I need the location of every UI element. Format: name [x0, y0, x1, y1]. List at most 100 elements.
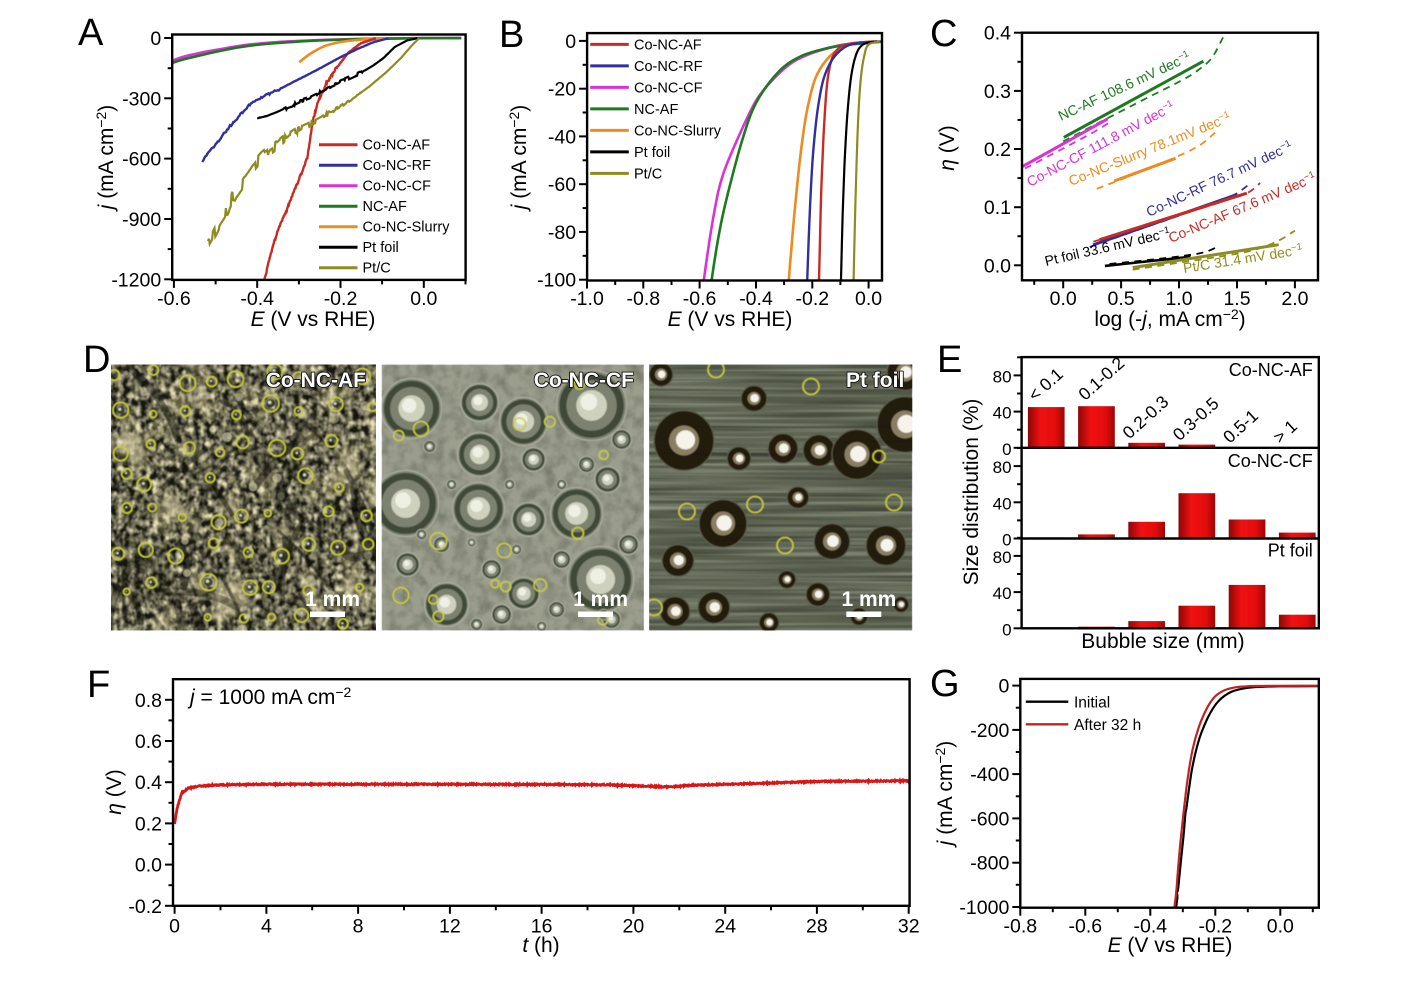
svg-text:Co-NC-CF: Co-NC-CF — [1228, 451, 1313, 471]
svg-text:0: 0 — [1002, 440, 1011, 459]
svg-text:A: A — [78, 12, 104, 54]
svg-text:2.0: 2.0 — [1281, 288, 1308, 310]
svg-text:F: F — [87, 664, 110, 706]
svg-text:-0.8: -0.8 — [1003, 916, 1037, 938]
svg-text:Co-NC-CF: Co-NC-CF — [363, 179, 432, 195]
svg-text:0.2: 0.2 — [135, 813, 162, 835]
svg-text:-1000: -1000 — [959, 897, 1009, 919]
svg-text:0.0: 0.0 — [984, 255, 1011, 277]
svg-text:0: 0 — [1002, 620, 1011, 639]
svg-text:-0.6: -0.6 — [1068, 916, 1102, 938]
svg-text:1 mm: 1 mm — [305, 588, 360, 611]
svg-text:0: 0 — [150, 28, 161, 50]
svg-text:12: 12 — [439, 916, 461, 938]
svg-text:-0.4: -0.4 — [1133, 916, 1167, 938]
svg-text:0.3: 0.3 — [984, 81, 1011, 103]
svg-text:0.6: 0.6 — [135, 731, 162, 753]
svg-text:-300: -300 — [122, 88, 161, 110]
svg-text:-0.4: -0.4 — [240, 288, 274, 310]
svg-text:0.1: 0.1 — [984, 197, 1011, 219]
svg-text:40: 40 — [993, 494, 1012, 513]
svg-text:1 mm: 1 mm — [573, 588, 628, 611]
svg-text:0.8: 0.8 — [135, 690, 162, 712]
svg-text:80: 80 — [993, 458, 1012, 477]
svg-text:-0.2: -0.2 — [1198, 916, 1232, 938]
svg-text:80: 80 — [993, 367, 1012, 386]
svg-text:0.0: 0.0 — [855, 288, 882, 310]
svg-text:After 32 h: After 32 h — [1074, 717, 1141, 734]
svg-text:-100: -100 — [537, 270, 576, 292]
svg-text:-0.6: -0.6 — [683, 288, 717, 310]
svg-text:-900: -900 — [122, 209, 161, 231]
svg-text:Co-NC-RF: Co-NC-RF — [363, 158, 432, 174]
svg-text:NC-AF: NC-AF — [363, 199, 407, 215]
svg-text:24: 24 — [714, 916, 736, 938]
svg-text:E (V vs RHE): E (V vs RHE) — [668, 308, 793, 331]
svg-text:NC-AF: NC-AF — [634, 102, 678, 118]
svg-text:D: D — [83, 339, 110, 381]
svg-text:E (V vs RHE): E (V vs RHE) — [1108, 934, 1233, 957]
svg-text:0.0: 0.0 — [135, 855, 162, 877]
svg-text:1.0: 1.0 — [1165, 288, 1192, 310]
svg-text:Pt/C: Pt/C — [363, 261, 391, 277]
svg-text:0.4: 0.4 — [135, 772, 162, 794]
svg-text:20: 20 — [623, 916, 645, 938]
svg-text:E (V vs RHE): E (V vs RHE) — [251, 308, 376, 331]
svg-text:0.5: 0.5 — [1108, 288, 1135, 310]
svg-text:-400: -400 — [970, 764, 1009, 786]
svg-text:Size distribution (%): Size distribution (%) — [960, 399, 983, 586]
svg-text:j (mA cm−2): j (mA cm−2) — [506, 105, 531, 213]
svg-text:log (-j, mA cm−2): log (-j, mA cm−2) — [1094, 306, 1245, 331]
svg-text:-20: -20 — [548, 79, 576, 101]
svg-text:28: 28 — [806, 916, 828, 938]
svg-text:-0.2: -0.2 — [795, 288, 829, 310]
svg-text:4: 4 — [261, 916, 272, 938]
svg-text:C: C — [930, 13, 957, 55]
svg-text:Co-NC-RF: Co-NC-RF — [634, 59, 703, 75]
svg-text:-1200: -1200 — [111, 269, 161, 291]
svg-text:0: 0 — [998, 676, 1009, 698]
svg-text:-0.8: -0.8 — [626, 288, 660, 310]
svg-text:0.0: 0.0 — [1267, 916, 1294, 938]
svg-text:1 mm: 1 mm — [841, 588, 896, 611]
svg-text:0: 0 — [565, 31, 576, 53]
svg-text:Co-NC-AF: Co-NC-AF — [634, 37, 702, 53]
svg-text:-0.4: -0.4 — [739, 288, 773, 310]
svg-text:80: 80 — [993, 548, 1012, 567]
svg-text:-600: -600 — [970, 808, 1009, 830]
svg-text:0.4: 0.4 — [984, 23, 1011, 45]
svg-text:Pt foil: Pt foil — [634, 145, 670, 161]
svg-text:Bubble size (mm): Bubble size (mm) — [1081, 630, 1244, 653]
svg-text:40: 40 — [993, 404, 1012, 423]
svg-text:-0.2: -0.2 — [128, 896, 162, 918]
svg-text:0: 0 — [169, 916, 180, 938]
svg-text:t (h): t (h) — [522, 934, 559, 957]
svg-text:Co-NC-AF: Co-NC-AF — [1229, 360, 1313, 380]
svg-text:-0.2: -0.2 — [324, 288, 358, 310]
svg-text:Co-NC-CF: Co-NC-CF — [534, 369, 634, 392]
svg-text:0.0: 0.0 — [1050, 288, 1077, 310]
svg-text:η (V): η (V) — [936, 125, 959, 171]
svg-text:-60: -60 — [548, 174, 576, 196]
svg-text:Co-NC-CF: Co-NC-CF — [634, 80, 703, 96]
svg-text:B: B — [499, 14, 524, 56]
svg-text:-40: -40 — [548, 126, 576, 148]
svg-text:Co-NC-AF: Co-NC-AF — [266, 369, 366, 392]
svg-text:Co-NC-Slurry: Co-NC-Slurry — [634, 123, 722, 139]
svg-text:40: 40 — [993, 584, 1012, 603]
svg-text:-600: -600 — [122, 149, 161, 171]
svg-text:1.5: 1.5 — [1223, 288, 1250, 310]
svg-text:-1.0: -1.0 — [570, 288, 604, 310]
svg-text:0.0: 0.0 — [410, 288, 437, 310]
svg-text:16: 16 — [531, 916, 553, 938]
svg-text:0.2: 0.2 — [984, 139, 1011, 161]
svg-text:E: E — [937, 339, 962, 381]
svg-text:Pt/C: Pt/C — [634, 166, 662, 182]
svg-text:Co-NC-AF: Co-NC-AF — [363, 138, 431, 154]
svg-text:0: 0 — [1002, 531, 1011, 550]
svg-text:G: G — [930, 663, 960, 705]
svg-text:Co-NC-Slurry: Co-NC-Slurry — [363, 220, 451, 236]
svg-text:-800: -800 — [970, 853, 1009, 875]
svg-text:-80: -80 — [548, 222, 576, 244]
svg-text:Pt foil: Pt foil — [846, 369, 904, 392]
